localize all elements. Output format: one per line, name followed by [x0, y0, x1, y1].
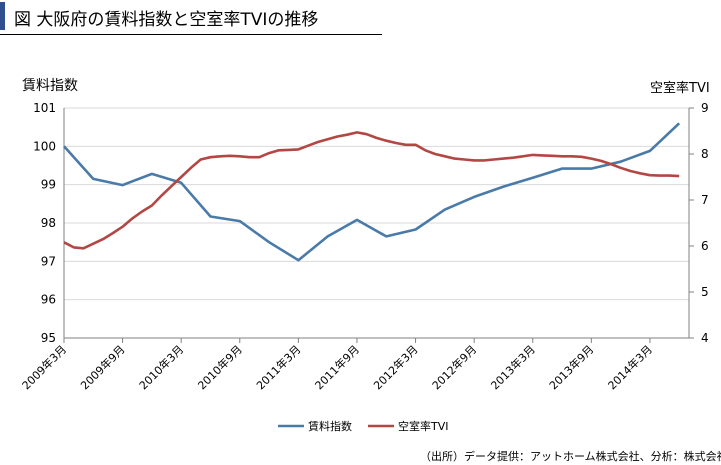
x-tick-label: 2013年9月 [546, 342, 596, 392]
y-right-tick-label: 9 [701, 101, 709, 115]
y-axis-left-title: 賃料指数 [22, 78, 78, 94]
y-left-tick-label: 99 [41, 178, 56, 192]
legend-label: 賃料指数 [308, 419, 352, 433]
series-line-rent-index [63, 122, 681, 262]
x-tick-label: 2011年9月 [312, 342, 362, 392]
y-axis-right-title: 空室率TVI [650, 81, 710, 96]
x-tick-label: 2010年9月 [195, 342, 245, 392]
chart-title: 図 大阪府の賃料指数と空室率TVIの推移 [14, 10, 319, 30]
y-left-tick-label: 96 [41, 293, 56, 307]
x-tick-label: 2009年9月 [78, 342, 128, 392]
x-tick-label: 2013年3月 [488, 342, 538, 392]
source-note: （出所）データ提供：アットホーム株式会社、分析：株式会社タス [420, 450, 721, 463]
y-left-tick-label: 97 [41, 254, 56, 268]
x-tick-label: 2010年3月 [136, 342, 186, 392]
x-tick-label: 2012年9月 [429, 342, 479, 392]
y-right-tick-label: 6 [701, 239, 709, 253]
y-right-tick-label: 7 [701, 193, 709, 207]
x-tick-label: 2009年3月 [19, 342, 69, 392]
x-tick-label: 2014年3月 [605, 342, 655, 392]
y-right-tick-label: 8 [701, 147, 709, 161]
legend-label: 空室率TVI [398, 419, 449, 433]
title-accent [0, 2, 5, 30]
x-tick-label: 2012年3月 [370, 342, 420, 392]
x-tick-label: 2011年3月 [253, 342, 303, 392]
y-right-tick-label: 5 [701, 285, 709, 299]
y-left-tick-label: 98 [41, 216, 56, 230]
series-line-vacancy-tvi [63, 131, 680, 250]
y-left-tick-label: 95 [41, 331, 56, 345]
y-left-tick-label: 100 [33, 139, 56, 153]
y-left-tick-label: 101 [33, 101, 56, 115]
title-bar: 図 大阪府の賃料指数と空室率TVIの推移 [0, 0, 382, 35]
y-right-tick-label: 4 [701, 331, 709, 345]
